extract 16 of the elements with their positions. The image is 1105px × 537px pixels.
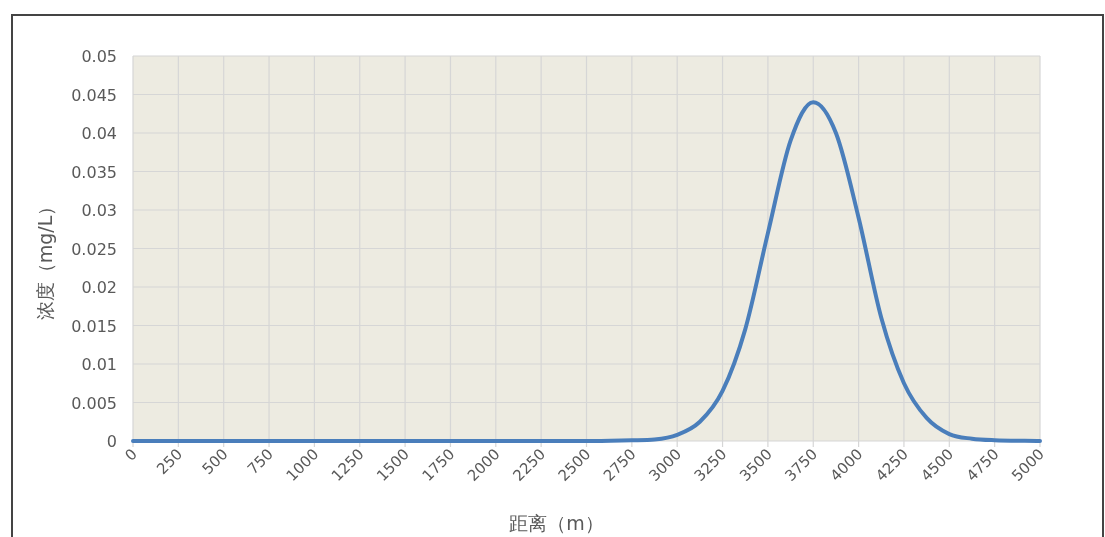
y-tick-label: 0.025 xyxy=(71,239,117,259)
y-axis-title: 浓度（mg/L） xyxy=(34,196,56,321)
y-tick-label: 0.02 xyxy=(81,278,117,297)
x-tick-label: 0 xyxy=(121,445,141,465)
y-tick-label: 0.05 xyxy=(81,47,117,66)
y-tick-label: 0.03 xyxy=(81,201,117,220)
y-tick-label: 0.015 xyxy=(71,316,117,336)
y-tick-label: 0.04 xyxy=(81,124,117,143)
x-tick-label: 500 xyxy=(198,445,232,479)
x-tick-label: 750 xyxy=(243,445,277,479)
y-tick-label: 0.01 xyxy=(81,355,117,374)
y-tick-label: 0.005 xyxy=(71,393,117,413)
x-axis-title: 距离（m） xyxy=(509,512,604,534)
y-tick-label: 0.045 xyxy=(71,85,117,105)
y-tick-label: 0.035 xyxy=(71,162,117,182)
y-tick-label: 0 xyxy=(106,432,117,451)
